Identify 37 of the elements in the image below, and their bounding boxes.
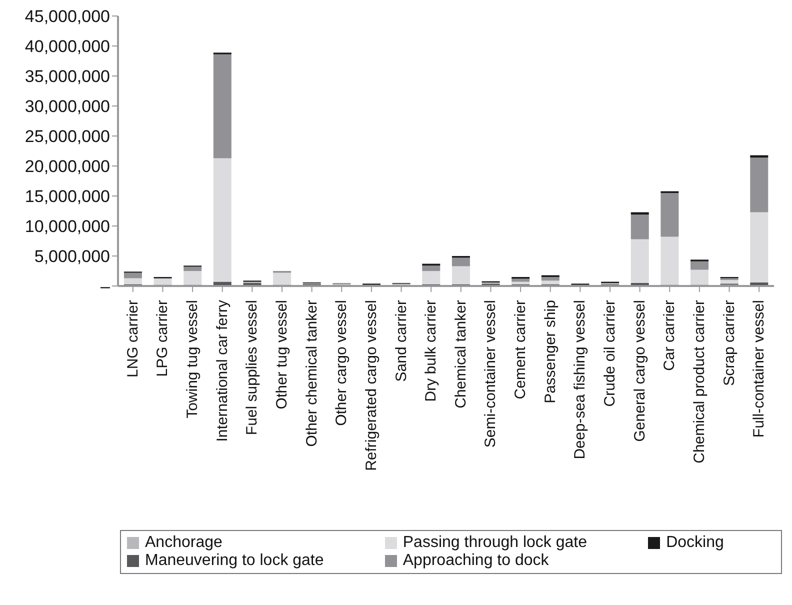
x-tick-label: General cargo vessel (631, 300, 648, 442)
x-tick-label: Car carrier (661, 300, 678, 371)
x-tick-label: Chemical product carrier (690, 300, 708, 464)
y-tick-label: 25,000,000 (24, 127, 110, 146)
y-tick-label: 35,000,000 (24, 67, 110, 86)
y-tick-label: 30,000,000 (24, 97, 110, 116)
y-tick-label: 5,000,000 (34, 247, 110, 266)
x-tick-label: Dry bulk carrier (422, 300, 440, 402)
x-tick-label: Towing tug vessel (184, 300, 202, 418)
x-tick-label: Refrigerated cargo vessel (362, 300, 380, 471)
x-tick-label: Fuel supplies vessel (244, 300, 261, 436)
legend-label: Approaching to dock (402, 552, 549, 570)
y-tick-label: 40,000,000 (24, 37, 110, 56)
x-tick-label: Other cargo vessel (333, 300, 350, 426)
y-tick-label: 10,000,000 (24, 217, 110, 236)
y-tick-label: – (100, 277, 111, 296)
x-tick-label: LPG carrier (154, 300, 172, 377)
x-tick-label: Deep-sea fishing vessel (572, 300, 589, 460)
y-tick-label: 45,000,000 (24, 7, 110, 26)
y-tick-label: 20,000,000 (24, 157, 110, 176)
x-tick-label: Other chemical tanker (303, 300, 320, 447)
x-tick-label: International car ferry (214, 300, 231, 442)
x-tick-label: Chemical tanker (452, 300, 470, 408)
x-tick-label: Passenger ship (542, 300, 559, 404)
x-tick-label: Semi-container vessel (482, 300, 500, 448)
y-tick-label: 15,000,000 (24, 187, 110, 206)
x-tick-label: LNG carrier (124, 300, 142, 378)
x-tick-label: Crude oil carrier (602, 300, 618, 407)
x-tick-label: Scrap carrier (720, 300, 738, 386)
legend-label: Anchorage (145, 534, 222, 552)
legend-label: Maneuvering to lock gate (145, 552, 324, 570)
x-tick-label: Sand carrier (392, 300, 410, 382)
x-tick-label: Full-container vessel (750, 300, 768, 438)
x-tick-label: Other tug vessel (274, 300, 290, 410)
x-tick-label: Cement carrier (512, 300, 530, 400)
legend-label: Docking (666, 534, 724, 552)
legend-label: Passing through lock gate (402, 534, 587, 552)
